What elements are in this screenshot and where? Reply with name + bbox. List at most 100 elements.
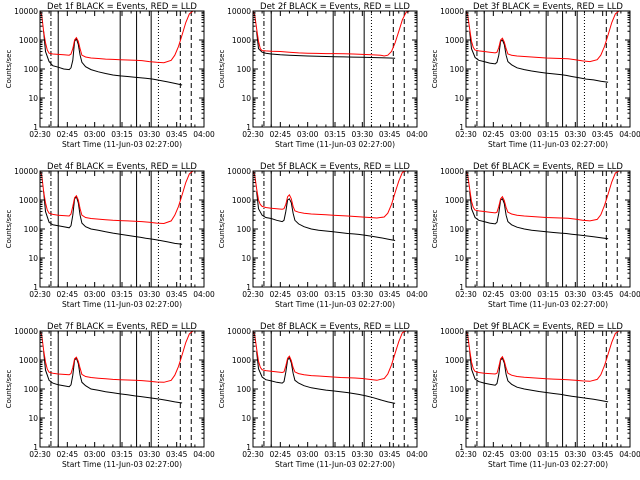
x-axis-label: Start Time (11-Jun-03 02:27:00) xyxy=(62,460,182,469)
y-axis-label: Counts/sec xyxy=(5,370,13,409)
chart-panel: Det 3f BLACK = Events, RED = LLD 1 10 100 10… xyxy=(431,2,640,149)
x-tick-label: 04:00 xyxy=(193,130,215,139)
x-tick-label: 03:30 xyxy=(139,290,161,299)
x-tick-label: 02:30 xyxy=(29,290,51,299)
y-tick-label: 10 xyxy=(28,414,38,423)
x-tick-label: 02:45 xyxy=(57,290,79,299)
chart-panel: Det 2f BLACK = Events, RED = LLD 1 10 100 10… xyxy=(218,2,428,149)
x-tick-label: 02:30 xyxy=(242,130,264,139)
x-tick-label: 04:00 xyxy=(619,290,640,299)
x-tick-label: 03:45 xyxy=(166,130,188,139)
y-axis-label: Counts/sec xyxy=(5,210,13,249)
y-tick-label: 10 xyxy=(28,94,38,103)
y-tick-label: 10 xyxy=(241,254,251,263)
y-tick-label: 1 xyxy=(459,443,464,452)
y-tick-label: 10000 xyxy=(227,327,251,336)
x-tick-label: 03:00 xyxy=(510,450,532,459)
y-tick-label: 10000 xyxy=(14,167,38,176)
series-line-events xyxy=(43,351,183,404)
x-tick-label: 02:30 xyxy=(242,450,264,459)
chart-panel: Det 1f BLACK = Events, RED = LLD 1 10 100 10… xyxy=(5,2,215,149)
x-tick-label: 03:15 xyxy=(324,130,346,139)
y-tick-label: 1000 xyxy=(232,356,251,365)
series-line-lld xyxy=(40,171,197,225)
y-tick-label: 1000 xyxy=(445,196,464,205)
y-tick-label: 10000 xyxy=(440,7,464,16)
x-tick-label: 03:00 xyxy=(510,290,532,299)
x-tick-label: 03:45 xyxy=(379,290,401,299)
x-tick-label: 03:30 xyxy=(352,130,374,139)
series-line-lld xyxy=(466,171,623,222)
x-tick-label: 02:30 xyxy=(29,450,51,459)
x-tick-label: 03:00 xyxy=(510,130,532,139)
y-tick-label: 1000 xyxy=(445,356,464,365)
series-line-lld xyxy=(40,11,197,64)
x-tick-label: 03:30 xyxy=(565,130,587,139)
x-tick-label: 03:15 xyxy=(324,290,346,299)
y-tick-label: 10 xyxy=(454,254,464,263)
x-tick-label: 04:00 xyxy=(619,130,640,139)
x-tick-label: 03:45 xyxy=(166,290,188,299)
series-line-events xyxy=(256,351,396,404)
x-tick-label: 03:15 xyxy=(537,130,559,139)
series-line-lld xyxy=(40,331,197,383)
x-tick-label: 03:15 xyxy=(111,290,133,299)
chart-panel: Det 8f BLACK = Events, RED = LLD 1 10 100 10… xyxy=(218,322,428,469)
x-tick-label: 03:00 xyxy=(84,130,106,139)
chart-panel: Det 9f BLACK = Events, RED = LLD 1 10 100 10… xyxy=(431,322,640,469)
y-tick-label: 1 xyxy=(246,283,251,292)
chart-title: Det 3f BLACK = Events, RED = LLD xyxy=(473,2,623,12)
x-tick-label: 03:00 xyxy=(297,450,319,459)
y-tick-label: 10 xyxy=(28,254,38,263)
y-axis-label: Counts/sec xyxy=(5,50,13,89)
plot-frame xyxy=(465,170,631,288)
series-line-lld xyxy=(466,11,623,63)
y-tick-label: 100 xyxy=(24,225,39,234)
x-tick-label: 02:30 xyxy=(455,130,477,139)
x-tick-label: 04:00 xyxy=(193,290,215,299)
x-tick-label: 04:00 xyxy=(406,130,428,139)
x-tick-label: 03:30 xyxy=(565,290,587,299)
y-tick-label: 100 xyxy=(237,225,252,234)
series-line-events xyxy=(256,191,396,241)
x-tick-label: 04:00 xyxy=(406,450,428,459)
chart-panel: Det 5f BLACK = Events, RED = LLD 1 10 100 10… xyxy=(218,162,428,309)
chart-title: Det 4f BLACK = Events, RED = LLD xyxy=(47,162,197,172)
x-axis-label: Start Time (11-Jun-03 02:27:00) xyxy=(275,460,395,469)
x-tick-label: 03:45 xyxy=(592,130,614,139)
chart-title: Det 2f BLACK = Events, RED = LLD xyxy=(260,2,410,12)
x-tick-label: 04:00 xyxy=(406,290,428,299)
y-tick-label: 10 xyxy=(454,94,464,103)
y-tick-label: 10000 xyxy=(440,167,464,176)
x-tick-label: 03:45 xyxy=(379,130,401,139)
plot-frame xyxy=(465,330,631,448)
x-tick-label: 03:15 xyxy=(111,130,133,139)
series-line-lld xyxy=(253,331,410,381)
y-tick-label: 10000 xyxy=(14,7,38,16)
x-tick-label: 03:30 xyxy=(352,290,374,299)
y-tick-label: 100 xyxy=(450,385,465,394)
chart-panel: Det 7f BLACK = Events, RED = LLD 1 10 100 10… xyxy=(5,322,215,469)
x-tick-label: 03:15 xyxy=(324,450,346,459)
x-axis-label: Start Time (11-Jun-03 02:27:00) xyxy=(488,460,608,469)
y-tick-label: 1000 xyxy=(19,196,38,205)
x-tick-label: 03:00 xyxy=(297,130,319,139)
y-tick-label: 10000 xyxy=(227,7,251,16)
x-tick-label: 02:45 xyxy=(270,290,292,299)
series-line-lld xyxy=(253,171,410,219)
x-tick-label: 02:30 xyxy=(455,290,477,299)
x-tick-label: 03:30 xyxy=(565,450,587,459)
y-axis-label: Counts/sec xyxy=(218,210,226,249)
x-axis-label: Start Time (11-Jun-03 02:27:00) xyxy=(275,140,395,149)
x-axis-label: Start Time (11-Jun-03 02:27:00) xyxy=(62,140,182,149)
x-tick-label: 03:15 xyxy=(537,450,559,459)
x-axis-label: Start Time (11-Jun-03 02:27:00) xyxy=(275,300,395,309)
y-tick-label: 100 xyxy=(450,65,465,74)
y-tick-label: 1 xyxy=(33,283,38,292)
chart-title: Det 9f BLACK = Events, RED = LLD xyxy=(473,322,623,332)
plot-frame xyxy=(252,170,418,288)
y-tick-label: 100 xyxy=(237,385,252,394)
chart-title: Det 6f BLACK = Events, RED = LLD xyxy=(473,162,623,172)
y-tick-label: 1000 xyxy=(232,196,251,205)
